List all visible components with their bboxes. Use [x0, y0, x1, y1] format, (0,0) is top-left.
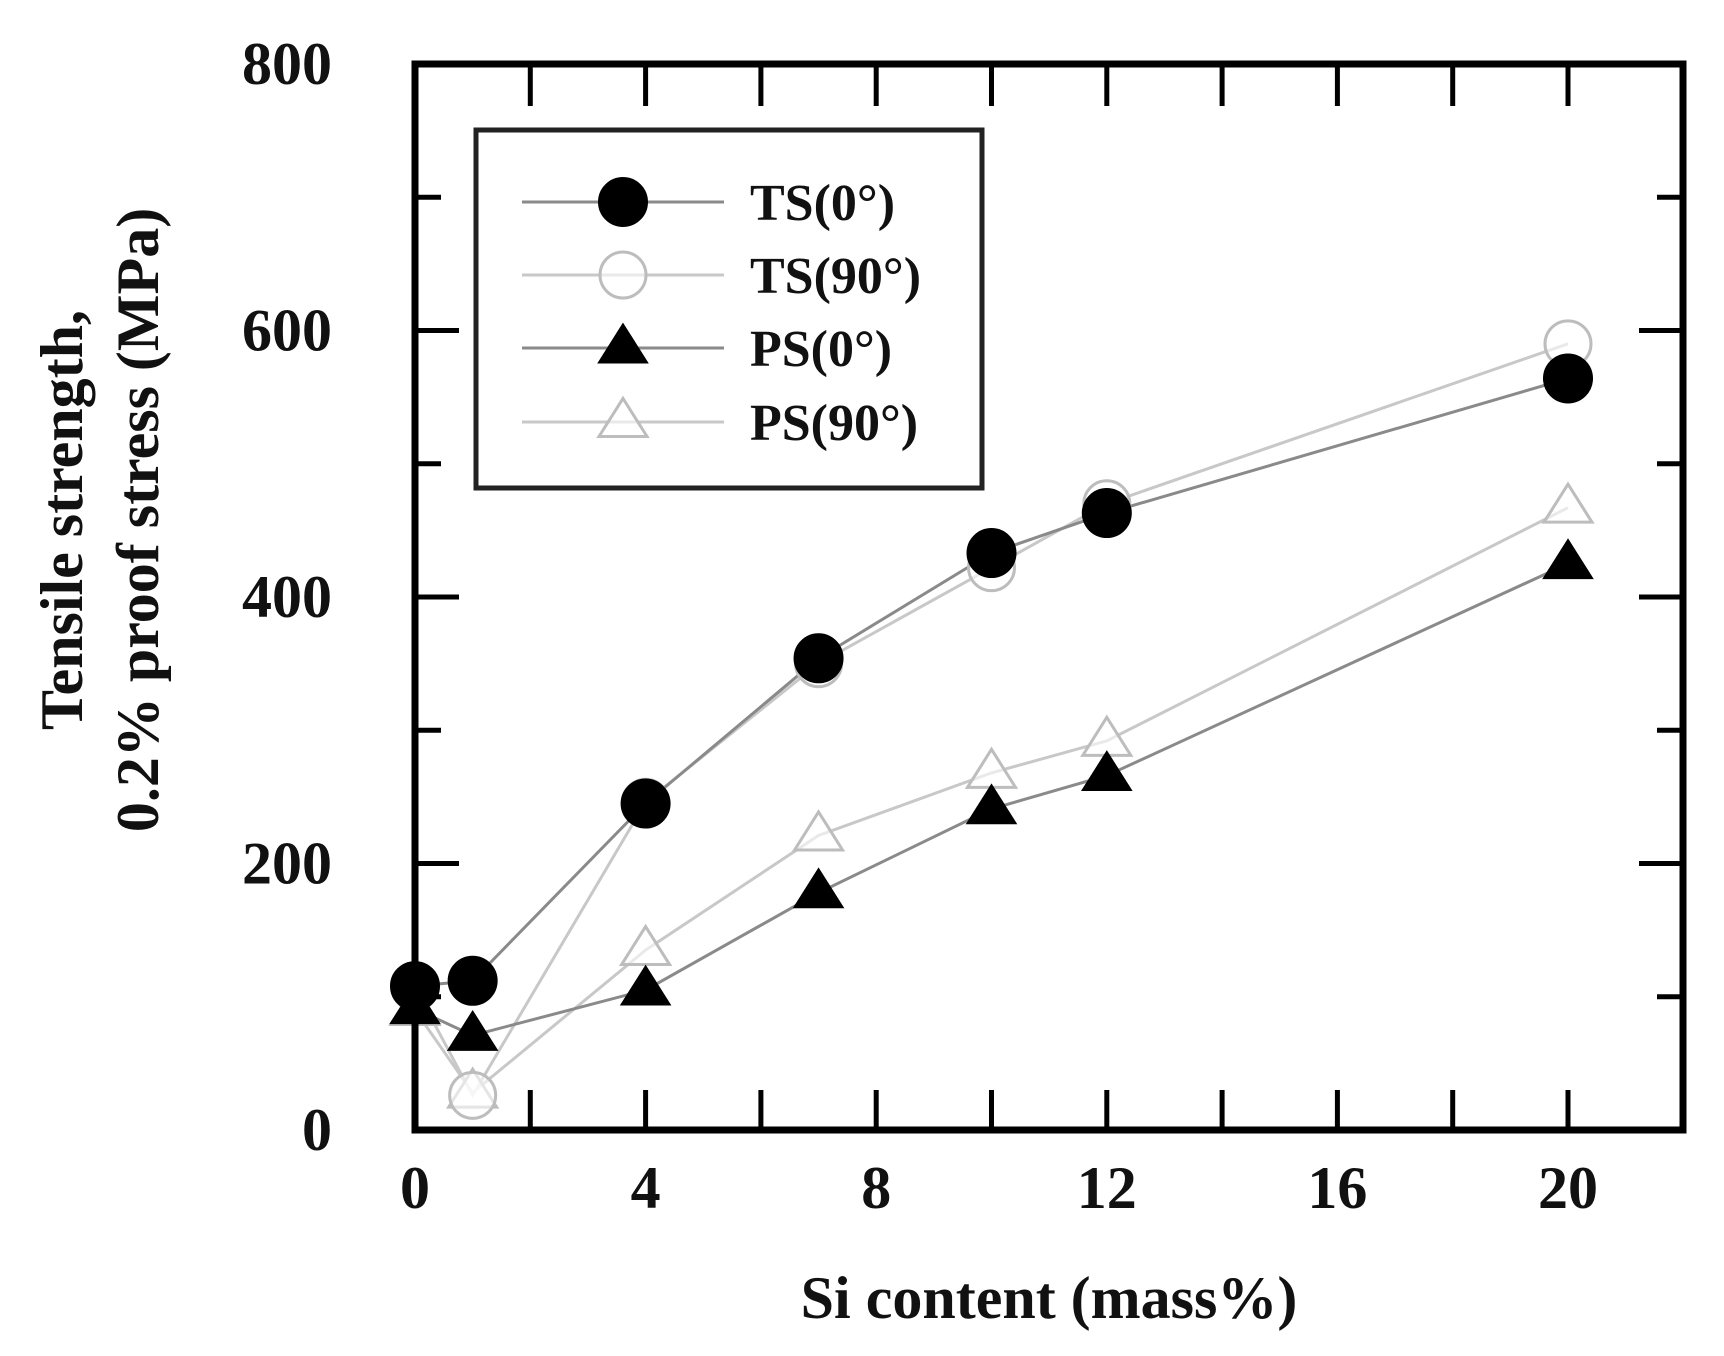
data-point-marker	[1543, 353, 1593, 404]
data-point-marker	[1541, 481, 1595, 524]
y-tick-label: 0	[302, 1097, 332, 1163]
series-markers	[388, 319, 1595, 1120]
axes	[411, 60, 1687, 1134]
data-point-marker	[618, 923, 673, 967]
x-axis-title: Si content (mass%)	[801, 1265, 1298, 1331]
x-tick-label: 16	[1307, 1155, 1367, 1221]
data-point-marker	[1542, 538, 1594, 580]
legend-marker	[598, 250, 648, 300]
legend: TS(0°) TS(90°) PS(0°) PS(90°)	[473, 127, 985, 491]
y-tick-label: 600	[242, 298, 332, 364]
legend-label: PS(0°)	[750, 321, 892, 378]
y-axis-title-line2: 0.2% proof stress (MPa)	[105, 208, 171, 832]
data-point-marker	[793, 633, 844, 684]
data-point-marker	[965, 783, 1018, 825]
legend-box	[473, 127, 985, 491]
x-tick-label: 8	[861, 1155, 891, 1221]
data-point-marker	[792, 867, 845, 909]
legend-marker	[596, 395, 650, 438]
legend-label: TS(90°)	[750, 248, 921, 305]
data-point-marker	[1081, 488, 1132, 539]
data-point-marker	[966, 528, 1017, 579]
data-point-marker	[1080, 750, 1133, 791]
y-tick-label: 800	[242, 31, 332, 97]
data-point-marker	[620, 778, 671, 829]
x-tick-label: 20	[1538, 1155, 1598, 1221]
data-point-marker	[619, 964, 672, 1006]
x-tick-label: 4	[631, 1155, 661, 1221]
legend-marker	[597, 322, 649, 364]
y-tick-label: 200	[242, 831, 332, 897]
x-tick-label: 0	[400, 1155, 430, 1221]
data-point-marker	[1080, 714, 1134, 757]
data-point-marker	[447, 955, 498, 1006]
legend-label: PS(90°)	[750, 395, 918, 452]
x-tick-label: 12	[1077, 1155, 1137, 1221]
data-point-marker	[791, 809, 846, 852]
y-tick-label: 400	[242, 564, 332, 630]
legend-label: TS(0°)	[750, 175, 895, 232]
data-point-marker	[446, 1009, 499, 1051]
data-point-marker	[448, 1070, 498, 1120]
y-axis-title-line1: Tensile strength,	[29, 310, 95, 730]
legend-marker	[598, 177, 648, 227]
